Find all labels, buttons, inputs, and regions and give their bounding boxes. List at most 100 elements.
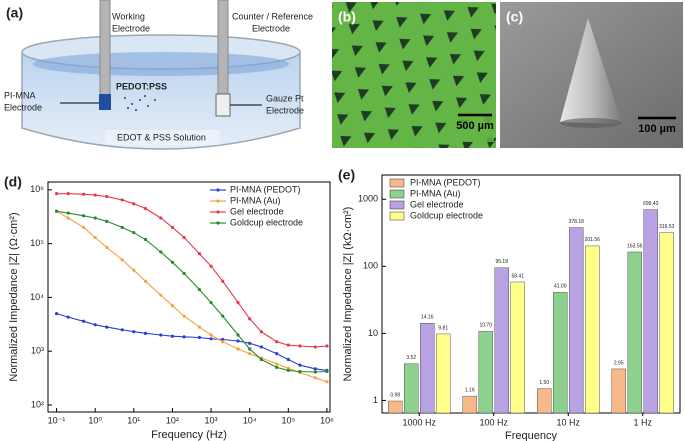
- data-point: [275, 340, 279, 344]
- data-point: [236, 339, 240, 343]
- x-tick-label: 10³: [205, 415, 218, 425]
- data-point: [248, 352, 252, 356]
- gauze: [215, 93, 231, 117]
- data-point: [259, 345, 263, 349]
- data-point: [248, 347, 252, 351]
- data-point: [81, 192, 86, 196]
- bar: [611, 368, 626, 414]
- value-label: 0.98: [390, 392, 400, 398]
- panel-label: (d): [4, 174, 22, 190]
- data-point: [120, 225, 124, 230]
- data-point: [170, 304, 175, 308]
- bar: [494, 267, 509, 414]
- panel-label: (a): [6, 5, 23, 21]
- data-point: [313, 367, 317, 371]
- counter-rod: [217, 0, 229, 99]
- bar: [462, 395, 477, 414]
- legend-label: PI-MNA (Au): [230, 195, 281, 205]
- data-point: [221, 314, 225, 318]
- bar: [420, 323, 435, 414]
- value-label: 41.00: [554, 284, 567, 290]
- x-tick-label: 10 Hz: [556, 417, 580, 427]
- data-point: [209, 264, 213, 268]
- data-point: [170, 334, 175, 338]
- data-point: [159, 250, 163, 254]
- series-line: [56, 210, 327, 373]
- label: Counter / Reference: [232, 11, 313, 21]
- y-tick-label: 10⁴: [30, 292, 44, 302]
- liquid-surface: [33, 52, 289, 76]
- label: Working: [112, 11, 145, 21]
- data-point: [143, 237, 148, 241]
- pimna: [99, 94, 111, 110]
- value-label: 163.56: [627, 243, 643, 249]
- label-box: [105, 130, 220, 145]
- data-point: [143, 206, 148, 211]
- data-point: [120, 328, 124, 332]
- data-point: [143, 331, 148, 335]
- panel-label: (c): [506, 9, 523, 25]
- data-point: [132, 231, 136, 235]
- data-point: [325, 369, 329, 374]
- data-point: [159, 293, 163, 297]
- data-point: [197, 335, 202, 340]
- data-point: [132, 268, 136, 272]
- legend-label: PI-MNA (PEDOT): [230, 184, 301, 194]
- data-point: [221, 337, 225, 342]
- y-tick-label: 10³: [31, 346, 44, 356]
- data-point: [325, 344, 329, 348]
- y-axis-title: Normalized Impedance |Z| (Ω·cm²): [8, 212, 20, 381]
- data-point: [182, 335, 186, 339]
- data-point: [105, 245, 109, 250]
- bar: [627, 251, 642, 414]
- legend-label: PI-MNA (Au): [410, 188, 461, 198]
- x-tick-label: 10⁴: [243, 415, 257, 425]
- series-line: [56, 210, 328, 383]
- label: PEDOT:PSS: [116, 81, 167, 91]
- data-point: [275, 362, 279, 366]
- y-tick-label: 10⁶: [30, 184, 44, 194]
- data-point: [93, 235, 97, 240]
- data-point: [143, 279, 148, 283]
- label: EDOT & PSS Solution: [117, 132, 206, 142]
- data-point: [105, 219, 109, 223]
- data-point: [66, 216, 70, 220]
- label: PI-MNA: [4, 90, 36, 100]
- value-label: 3.52: [406, 355, 416, 361]
- data-point: [170, 260, 175, 264]
- bar: [643, 209, 658, 414]
- data-point: [81, 225, 86, 230]
- value-label: 14.16: [421, 315, 434, 321]
- y-axis-title: Normalized Impedance |Z| (kΩ·cm²): [342, 207, 354, 382]
- data-point: [221, 340, 225, 344]
- bar: [436, 333, 451, 414]
- data-point: [66, 315, 70, 319]
- value-label: 378.18: [569, 219, 585, 225]
- label: Electrode: [4, 102, 42, 112]
- data-point: [159, 216, 163, 220]
- legend-marker: [216, 221, 220, 225]
- value-label: 699.43: [643, 201, 659, 207]
- scale-label: 100 µm: [638, 123, 676, 135]
- data-point: [259, 357, 263, 362]
- y-tick-label: 10: [368, 328, 378, 338]
- bar: [659, 232, 674, 414]
- legend-label: PI-MNA (PEDOT): [410, 177, 481, 187]
- legend-swatch: [389, 189, 405, 199]
- data-point: [209, 301, 213, 305]
- value-label: 1.16: [465, 387, 475, 393]
- data-point: [197, 325, 202, 329]
- label: Electrode: [266, 105, 304, 115]
- data-point: [248, 341, 252, 345]
- y-tick-label: 1000: [358, 194, 378, 204]
- bar: [585, 245, 600, 414]
- x-axis-title: Frequency (Hz): [151, 429, 227, 441]
- data-point: [209, 333, 213, 337]
- data-point: [105, 194, 109, 199]
- y-tick-label: 10⁵: [30, 238, 44, 248]
- data-point: [298, 369, 302, 374]
- data-point: [236, 301, 240, 305]
- legend-swatch: [389, 178, 405, 188]
- value-label: 9.81: [438, 325, 448, 331]
- value-label: 10.70: [479, 323, 492, 329]
